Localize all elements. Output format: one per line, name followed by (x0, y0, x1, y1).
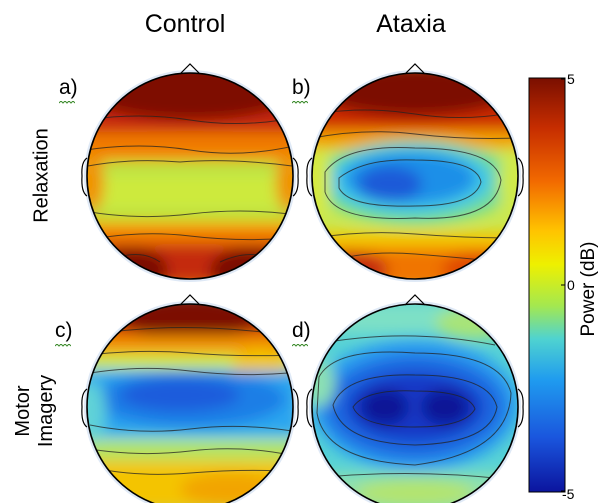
squiggle-c (55, 344, 71, 347)
row-label-motor-imagery: Motor Imagery (12, 361, 58, 461)
row-label-imagery: Imagery (35, 374, 57, 448)
panel-label-d: d) (292, 319, 311, 342)
colorbar-min-label: -5 (562, 486, 575, 502)
panel-label-a: a) (59, 76, 78, 99)
panel-label-b: b) (292, 76, 311, 99)
scalp-map-c (81, 294, 299, 503)
colorbar-title: Power (dB) (578, 241, 599, 337)
row-label-relaxation: Relaxation (30, 128, 53, 223)
column-title-control: Control (144, 10, 226, 38)
panel-label-c: c) (55, 319, 73, 342)
scalp-map-d (306, 294, 524, 503)
colorbar-max-label: 5 (567, 71, 575, 87)
scalp-map-a (81, 63, 299, 282)
column-title-ataxia: Ataxia (376, 10, 446, 38)
squiggle-a (59, 101, 75, 104)
squiggle-b (292, 101, 308, 104)
scalp-map-b (306, 63, 524, 282)
colorbar-mid-label: 0 (567, 277, 575, 293)
row-label-motor: Motor (12, 385, 34, 437)
colorbar (528, 77, 566, 493)
squiggle-d (292, 344, 308, 347)
